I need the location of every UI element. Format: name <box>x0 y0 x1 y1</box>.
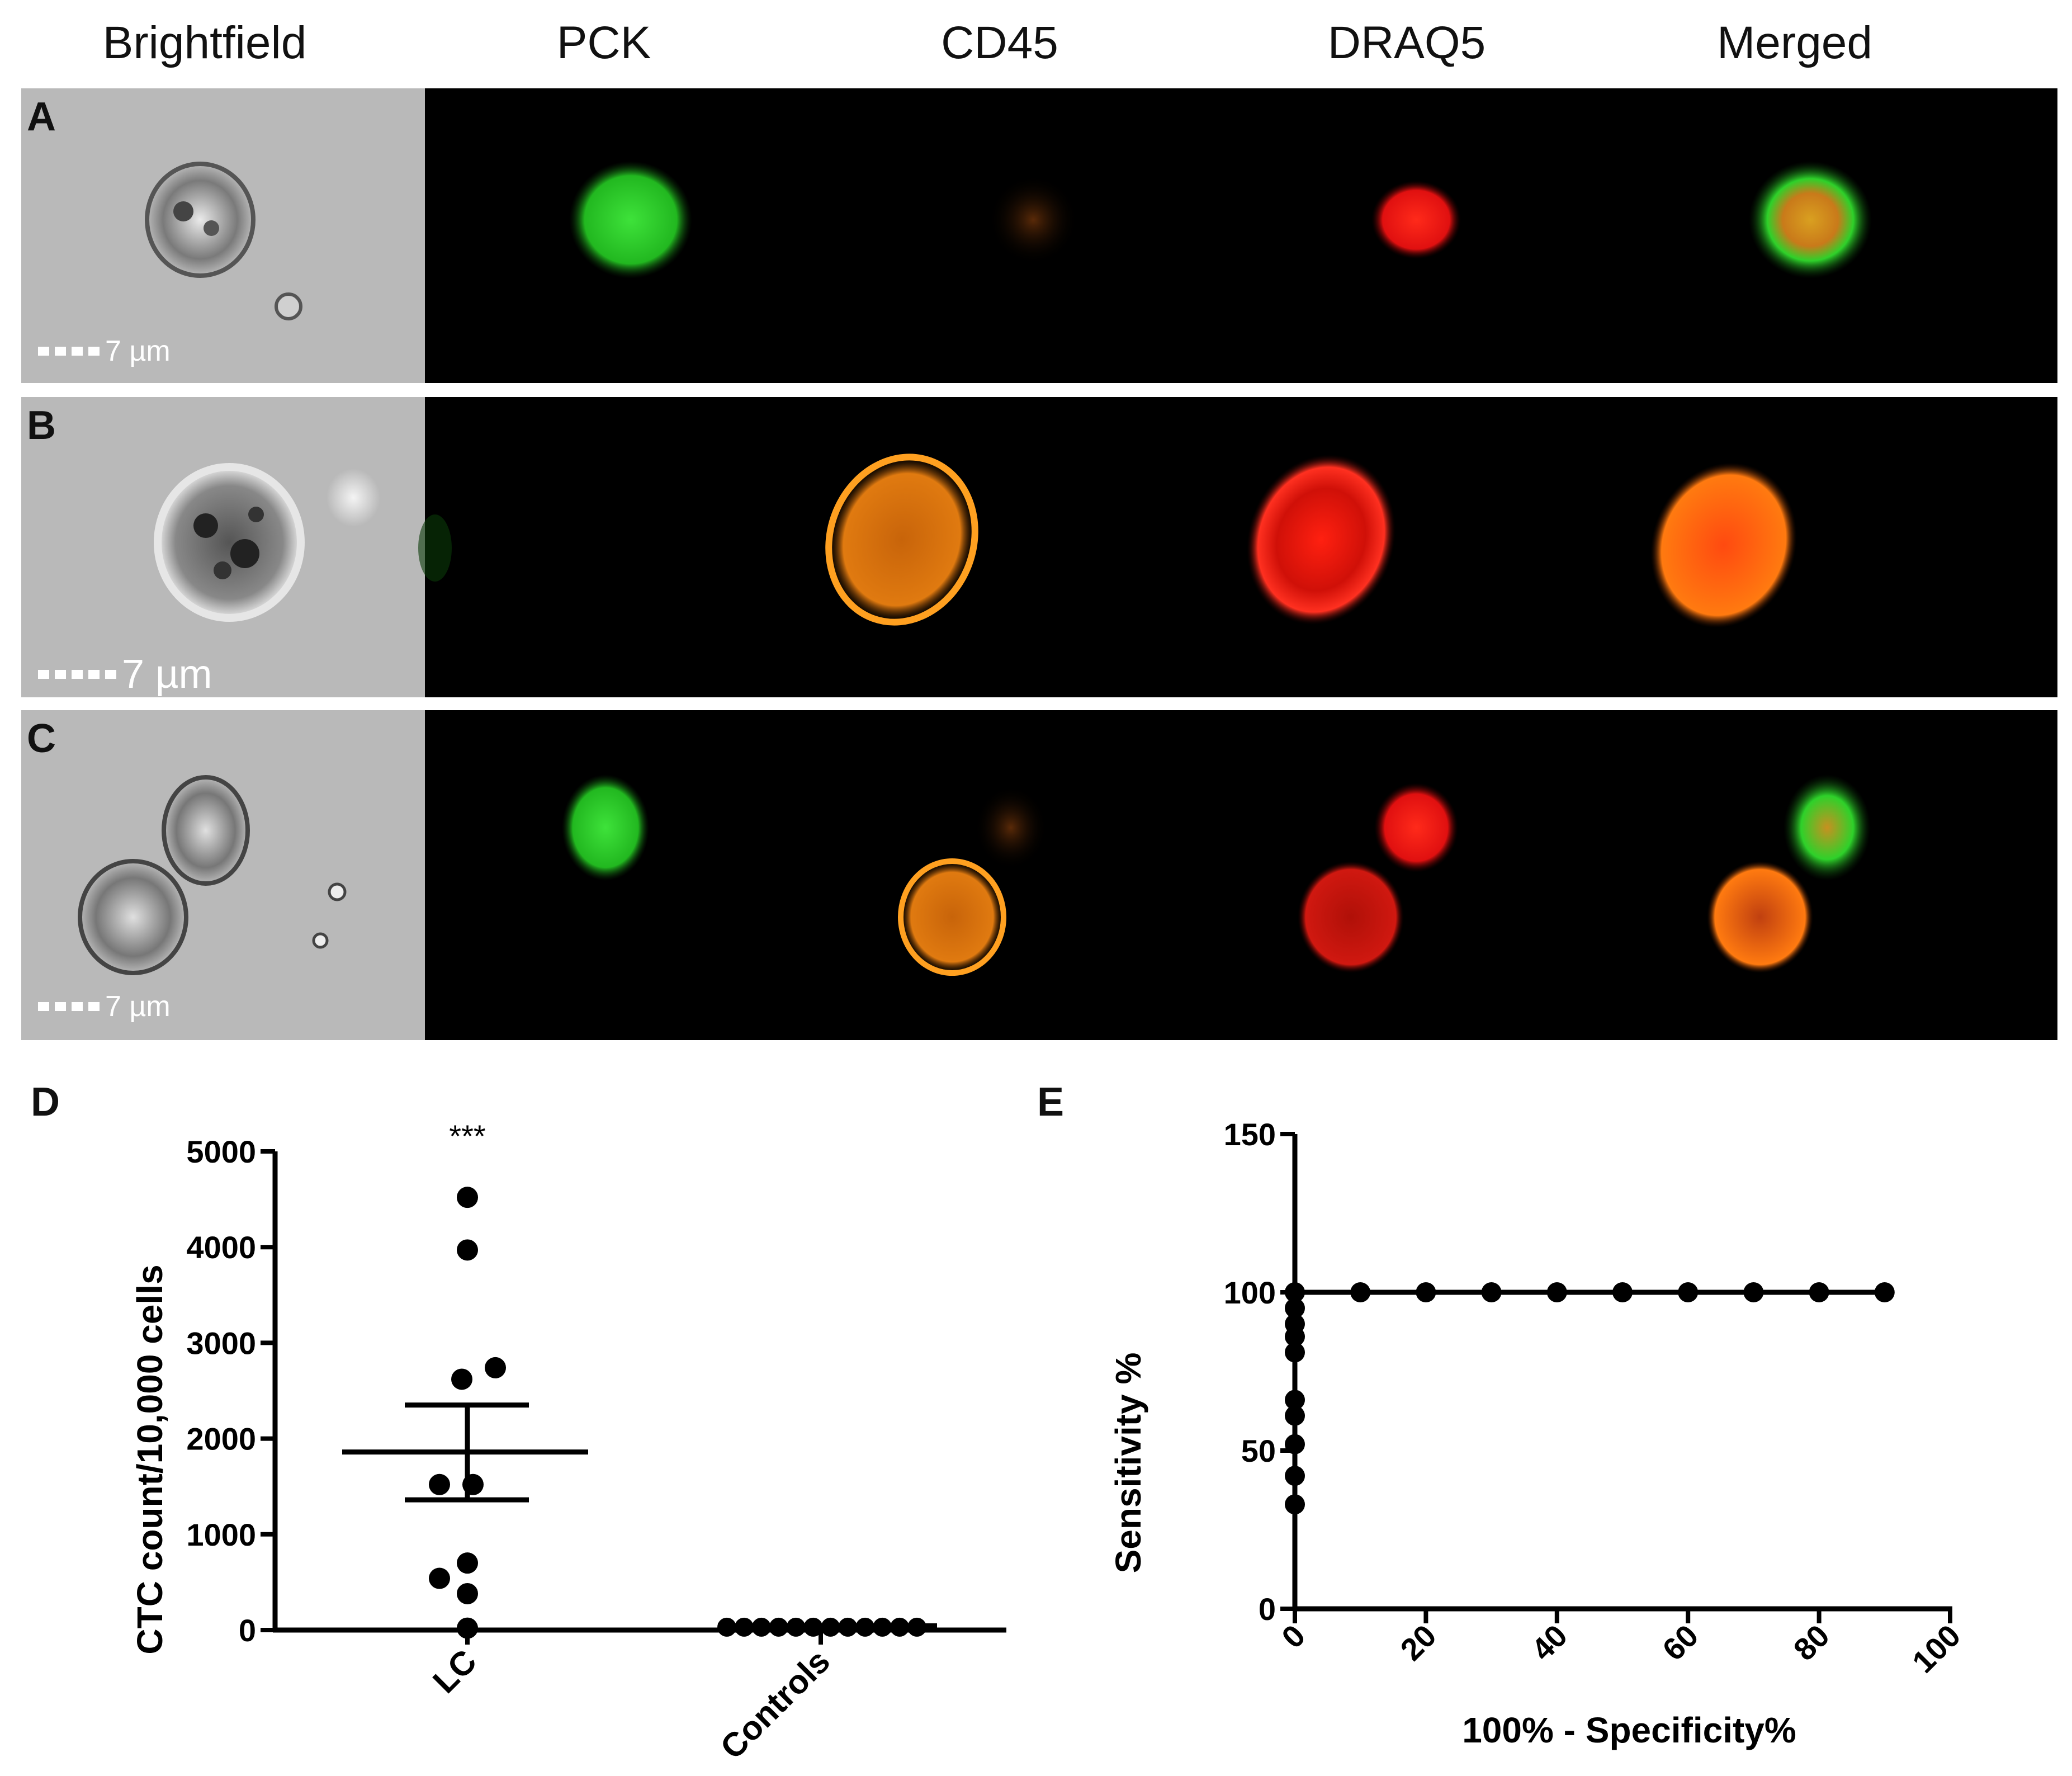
scale-label-a: 7 µm <box>105 335 171 367</box>
chart-d-ytick-label: 2000 <box>186 1421 256 1457</box>
column-header-cd45: CD45 <box>941 17 1058 68</box>
draq5-signal-b <box>1246 454 1396 625</box>
draq5-signal-c <box>1298 861 1404 973</box>
row-letter-b: B <box>27 403 56 448</box>
chart-d-xtick-label: Controls <box>713 1642 837 1766</box>
chart-d-ytick-label: 5000 <box>186 1134 256 1169</box>
chart-d-significance: *** <box>449 1118 485 1154</box>
draq5-signal-a <box>1371 181 1461 259</box>
chart-e-ytick-label: 50 <box>1241 1433 1276 1468</box>
image-row-c: C 7 µm <box>21 710 2057 1040</box>
chart-d-point-lc <box>429 1473 450 1495</box>
merged-signal-b <box>1650 462 1797 628</box>
fluorescence-row-b <box>154 454 1797 628</box>
chart-e-ylabel: Sensitivity % <box>1108 1353 1148 1574</box>
panel-letter-d: D <box>31 1080 60 1125</box>
chart-d-ytick-label: 4000 <box>186 1230 256 1265</box>
chart-d-ytick-label: 1000 <box>186 1517 256 1552</box>
chart-d-point-lc <box>457 1617 478 1639</box>
chart-e-xtick-label: 40 <box>1525 1618 1574 1668</box>
chart-d: CTC count/10,000 cells *** 0 1000 2000 3000… <box>130 1118 1006 1766</box>
scale-label-c: 7 µm <box>105 990 171 1023</box>
chart-e-xtick-label: 20 <box>1393 1618 1443 1668</box>
fluorescence-row-c <box>78 774 1871 976</box>
scale-label-b: 7 µm <box>122 652 212 697</box>
chart-e-point <box>1285 1466 1305 1486</box>
chart-e-point <box>1285 1434 1305 1454</box>
chart-d-point-lc <box>485 1357 506 1378</box>
cd45-signal-a <box>988 175 1078 264</box>
image-row-a: A 7 µm <box>21 88 2057 383</box>
chart-d-point-lc <box>457 1552 478 1574</box>
merged-signal-c <box>1707 861 1813 973</box>
chart-e-point <box>1481 1282 1502 1302</box>
chart-e-point <box>1416 1282 1436 1302</box>
brightfield-cell-c2 <box>78 859 188 975</box>
column-header-merged: Merged <box>1716 17 1873 68</box>
chart-d-xtick-label: LC <box>425 1642 484 1701</box>
fluorescence-row-a <box>145 161 1872 320</box>
merged-signal-a <box>1749 161 1872 278</box>
chart-e-point <box>1678 1282 1699 1302</box>
chart-e-point <box>1612 1282 1633 1302</box>
panel-letter-e: E <box>1037 1080 1065 1125</box>
chart-e-point <box>1874 1282 1895 1302</box>
chart-e-point <box>1285 1298 1305 1319</box>
scale-bar-b: 7 µm <box>38 651 212 697</box>
chart-d-point-lc <box>457 1239 478 1261</box>
cd45-signal-b <box>825 454 978 626</box>
chart-e-point <box>1350 1282 1371 1302</box>
chart-e-point <box>1285 1342 1305 1363</box>
chart-e-point <box>1743 1282 1764 1302</box>
brightfield-cell-c1 <box>162 775 250 886</box>
chart-e-point <box>1285 1494 1305 1515</box>
chart-d-point-lc <box>451 1368 472 1390</box>
chart-e-ytick-label: 100 <box>1224 1275 1276 1310</box>
chart-e-point <box>1285 1282 1305 1302</box>
chart-e-point <box>1285 1314 1305 1334</box>
cd45-signal-c <box>898 858 1006 976</box>
chart-e-point <box>1546 1282 1567 1302</box>
chart-e-point <box>1285 1390 1305 1410</box>
chart-e-xlabel: 100% - Specificity% <box>1462 1710 1796 1750</box>
chart-e-point <box>1285 1405 1305 1426</box>
brightfield-cell-b <box>154 463 305 622</box>
chart-d-ytick-label: 0 <box>239 1613 256 1648</box>
chart-e-xtick-label: 60 <box>1655 1618 1705 1668</box>
chart-d-point-lc <box>457 1187 478 1208</box>
chart-e-xtick-label: 80 <box>1786 1618 1836 1668</box>
row-letter-c: C <box>27 716 56 761</box>
chart-d-ytick-label: 3000 <box>186 1325 256 1361</box>
chart-e-point <box>1809 1282 1829 1302</box>
pck-signal-a <box>569 161 692 278</box>
chart-e: Sensitivity % 100% - Specificity% 0 50 100… <box>1108 1117 1967 1750</box>
chart-e-ytick-label: 0 <box>1259 1591 1276 1627</box>
column-header-draq5: DRAQ5 <box>1327 17 1486 68</box>
pck-signal-c <box>562 774 649 881</box>
chart-d-point-lc <box>457 1583 478 1604</box>
scale-bar-c: 7 µm <box>38 990 171 1023</box>
column-header-brightfield: Brightfield <box>102 17 307 68</box>
chart-e-roc-line <box>1292 1290 1885 1505</box>
chart-e-ytick-label: 150 <box>1224 1117 1276 1152</box>
brightfield-cell-a <box>145 162 256 278</box>
chart-e-xtick-label: 100 <box>1905 1618 1967 1680</box>
image-row-b: B 7 µm <box>21 397 2057 697</box>
row-letter-a: A <box>27 95 56 139</box>
chart-d-ylabel: CTC count/10,000 cells <box>130 1264 170 1654</box>
chart-d-point-lc <box>429 1567 450 1589</box>
scale-bar-a: 7 µm <box>38 334 171 368</box>
column-header-pck: PCK <box>556 17 651 68</box>
